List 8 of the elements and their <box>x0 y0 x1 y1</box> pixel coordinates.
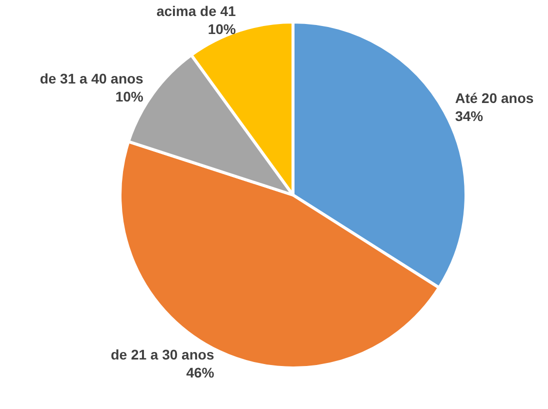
data-label: 10% <box>115 88 144 104</box>
data-label: 46% <box>186 364 215 380</box>
slice-label: Até 20 anos <box>455 90 534 106</box>
slice-label: de 31 a 40 anos <box>40 70 144 86</box>
slice-label: acima de 41 <box>156 3 236 20</box>
data-label: 10% <box>208 21 236 38</box>
slice-label: de 21 a 30 anos <box>110 346 214 362</box>
data-label: 34% <box>455 108 484 124</box>
